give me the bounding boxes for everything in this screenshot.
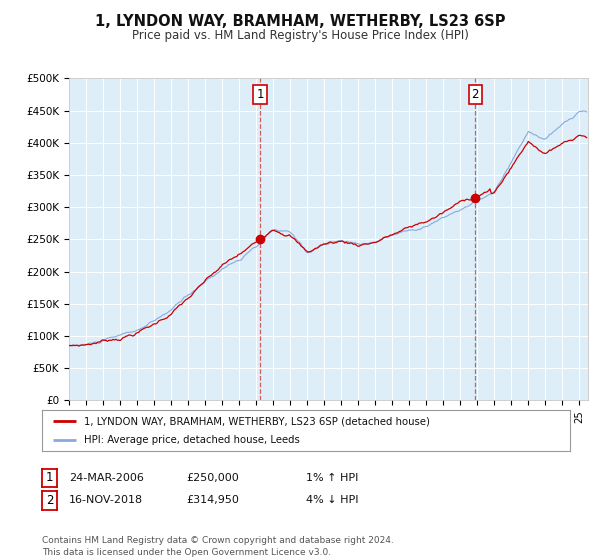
Text: 1: 1 <box>46 472 53 484</box>
Text: 4% ↓ HPI: 4% ↓ HPI <box>306 496 359 505</box>
Text: 2: 2 <box>46 494 53 507</box>
Text: £314,950: £314,950 <box>186 496 239 505</box>
Text: 1: 1 <box>256 88 263 101</box>
Text: Price paid vs. HM Land Registry's House Price Index (HPI): Price paid vs. HM Land Registry's House … <box>131 29 469 42</box>
Text: 1% ↑ HPI: 1% ↑ HPI <box>306 473 358 483</box>
Text: HPI: Average price, detached house, Leeds: HPI: Average price, detached house, Leed… <box>84 435 300 445</box>
Text: £250,000: £250,000 <box>186 473 239 483</box>
Text: 24-MAR-2006: 24-MAR-2006 <box>69 473 144 483</box>
Text: 1, LYNDON WAY, BRAMHAM, WETHERBY, LS23 6SP (detached house): 1, LYNDON WAY, BRAMHAM, WETHERBY, LS23 6… <box>84 417 430 426</box>
Text: Contains HM Land Registry data © Crown copyright and database right 2024.
This d: Contains HM Land Registry data © Crown c… <box>42 536 394 557</box>
Text: 16-NOV-2018: 16-NOV-2018 <box>69 496 143 505</box>
Text: 2: 2 <box>472 88 479 101</box>
Text: 1, LYNDON WAY, BRAMHAM, WETHERBY, LS23 6SP: 1, LYNDON WAY, BRAMHAM, WETHERBY, LS23 6… <box>95 14 505 29</box>
